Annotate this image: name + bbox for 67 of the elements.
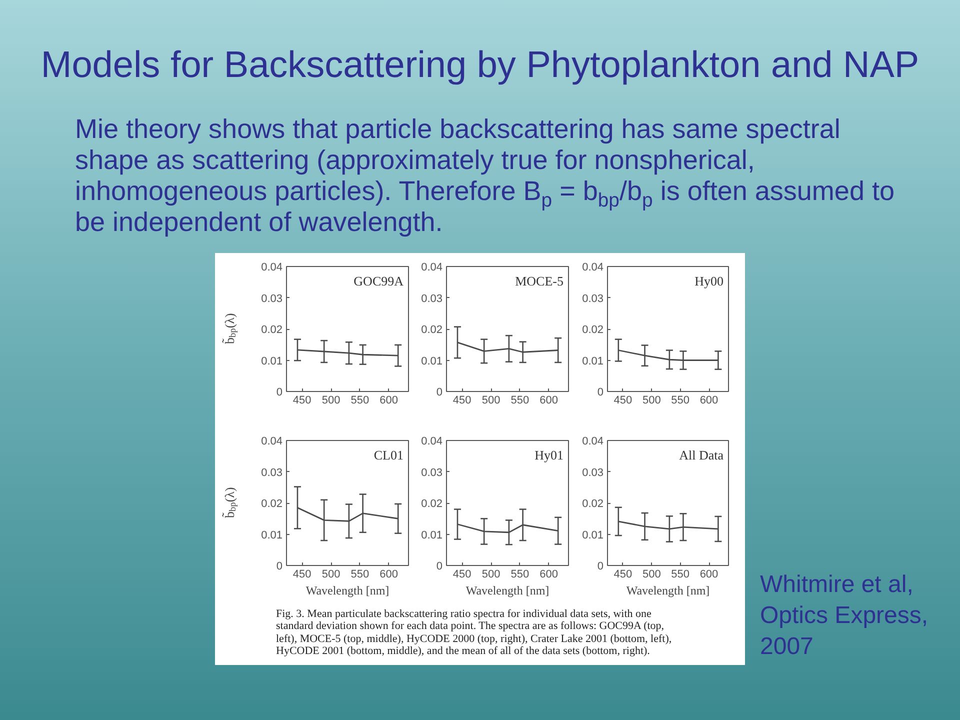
y-tick-label: 0.04 [261,262,283,274]
x-tick-label: 450 [452,568,472,580]
text: Whitmire et al, Optics Express, 2007 [760,570,930,662]
x-tick-label: 600 [700,394,718,406]
y-tick-label: 0.04 [582,262,604,274]
x-tick-label: 500 [482,568,500,580]
y-tick-label: 0.04 [261,436,283,448]
y-tick-label: 0.01 [261,355,283,368]
x-tick-label: 600 [380,568,398,580]
y-tick-label: 0.04 [421,436,443,448]
y-tick-label: 0.01 [421,529,443,542]
x-tick-label: 450 [614,568,632,580]
y-tick-label: 0 [276,386,283,398]
text: Hy01 [534,448,564,462]
text: Models for Backscattering by Phytoplankton and NAP [40,43,920,87]
text: Mie theory shows that particle backscattering has same spectral shape as scattering (approximately true for nonspherical, inhomogeneous particles). Therefore B$_{p}$ = b$_{bp}$/b$_{p}$ is often assumed to be independent of wavelength. [75,114,894,237]
y-tick-label: 0.03 [261,292,283,305]
x-tick-label: 550 [350,568,370,580]
x-tick-label: 500 [482,394,500,406]
x-tick-label: 600 [540,394,558,406]
y-tick-label: 0.02 [582,324,604,336]
x-tick-label: 550 [671,394,690,406]
y-tick-label: 0.03 [421,466,443,479]
y-tick-label: 0 [597,386,604,398]
x-tick-label: 500 [642,568,661,580]
y-tick-label: 0.04 [582,436,604,448]
y-tick-label: 0.02 [261,498,283,510]
x-tick-label: 550 [671,568,690,580]
text: GOC99A [354,274,404,288]
y-tick-label: 0.03 [421,292,443,305]
x-tick-label: 450 [292,568,312,580]
text: All Data [679,448,724,462]
y-tick-label: 0 [597,560,604,572]
y-tick-label: 0.03 [582,466,604,479]
y-tick-label: 0 [276,560,283,572]
x-tick-label: 450 [452,394,472,406]
y-tick-label: 0 [436,386,443,398]
x-axis-title: Wavelength [nm] [626,584,710,598]
x-tick-label: 450 [614,394,632,406]
y-tick-label: 0.04 [421,262,443,274]
text: Hy00 [694,274,724,288]
caption: Fig. 3. Mean particulate backscattering ratio spectra for individual data sets, with one standard deviation shown for each data point. The spectra are as follows: GOC99A (top, left), MOCE-5 (top, middle), HyCODE 2000 (top, right), Crater Lake 2001 (bottom, left), HyCODE 2001 (bottom, middle), and the mean of all of the data sets (bottom, right). [276,607,672,658]
y-tick-label: 0.02 [421,324,443,336]
y-tick-label: 0.01 [582,355,604,368]
y-tick-label: 0.02 [261,324,283,336]
y-tick-label: 0.03 [582,292,604,305]
x-tick-label: 500 [322,394,340,406]
y-tick-label: 0.01 [582,529,604,542]
x-tick-label: 500 [642,394,661,406]
x-tick-label: 600 [700,568,718,580]
x-tick-label: 550 [510,394,530,406]
x-tick-label: 550 [350,394,370,406]
text: CL01 [374,448,404,462]
x-tick-label: 450 [292,394,312,406]
x-tick-label: 550 [510,568,530,580]
y-tick-label: 0.03 [261,466,283,479]
x-tick-label: 500 [322,568,340,580]
y-tick-label: 0.02 [582,498,604,510]
x-tick-label: 600 [540,568,558,580]
text: MOCE-5 [515,274,564,288]
y-tick-label: 0.01 [261,529,283,542]
y-tick-label: 0.01 [421,355,443,368]
x-tick-label: 600 [380,394,398,406]
y-tick-label: 0.02 [421,498,443,510]
x-axis-title: Wavelength [nm] [306,584,390,598]
x-axis-title: Wavelength [nm] [466,584,550,598]
y-tick-label: 0 [436,560,443,572]
